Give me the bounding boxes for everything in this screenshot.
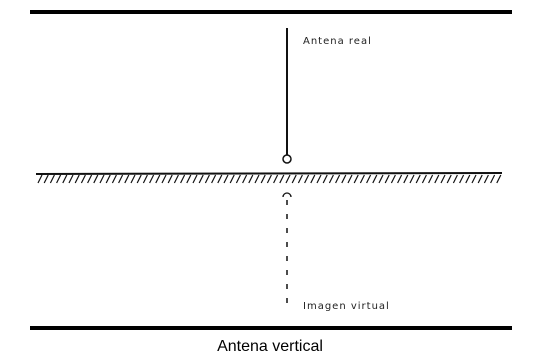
ground-hatch-mark	[223, 174, 229, 184]
virtual-image-label: Imagen virtual	[303, 301, 390, 312]
ground-hatch-mark	[322, 174, 328, 184]
ground-hatch-mark	[235, 174, 241, 184]
ground-hatch-mark	[37, 174, 43, 184]
real-antenna-label: Antena real	[303, 36, 372, 47]
ground-hatch-mark	[304, 174, 310, 184]
ground-hatch-mark	[62, 174, 68, 184]
ground-hatch-mark	[496, 174, 502, 184]
antenna-feed-point	[282, 154, 292, 164]
ground-hatch-mark	[248, 174, 254, 184]
ground-hatch-mark	[353, 174, 359, 184]
ground-hatch-mark	[118, 174, 124, 184]
ground-hatch-mark	[43, 174, 49, 184]
ground-hatch-mark	[229, 174, 235, 184]
ground-hatch-mark	[80, 174, 86, 184]
ground-hatch-mark	[297, 174, 303, 184]
ground-hatch-mark	[347, 174, 353, 184]
ground-hatch-mark	[372, 174, 378, 184]
ground-hatch-mark	[403, 174, 409, 184]
ground-hatch-mark	[211, 174, 217, 184]
ground-hatch-mark	[316, 174, 322, 184]
ground-hatch-mark	[273, 174, 279, 184]
ground-hatch-mark	[446, 174, 452, 184]
ground-hatch-mark	[186, 174, 192, 184]
ground-hatch-mark	[142, 174, 148, 184]
ground-hatch-mark	[335, 174, 341, 184]
ground-hatch-mark	[161, 174, 167, 184]
ground-hatch-mark	[105, 174, 111, 184]
ground-hatch-mark	[260, 174, 266, 184]
ground-hatch-mark	[477, 174, 483, 184]
ground-hatch-mark	[409, 174, 415, 184]
ground-hatch-mark	[167, 174, 173, 184]
ground-hatch-mark	[279, 174, 285, 184]
ground-hatch-mark	[266, 174, 272, 184]
ground-hatch-mark	[87, 174, 93, 184]
ground-hatch-mark	[198, 174, 204, 184]
ground-hatch-mark	[378, 174, 384, 184]
ground-hatch-mark	[440, 174, 446, 184]
ground-hatch-mark	[359, 174, 365, 184]
ground-hatch-mark	[452, 174, 458, 184]
ground-hatch-mark	[74, 174, 80, 184]
ground-hatch-mark	[99, 174, 105, 184]
ground-hatch-mark	[434, 174, 440, 184]
ground-hatch-mark	[341, 174, 347, 184]
virtual-image-feed	[282, 192, 292, 198]
ground-hatch-mark	[192, 174, 198, 184]
ground-hatch-mark	[111, 174, 117, 184]
ground-hatch-mark	[421, 174, 427, 184]
ground-hatch-mark	[124, 174, 130, 184]
ground-hatch-mark	[328, 174, 334, 184]
ground-hatch-mark	[130, 174, 136, 184]
ground-hatch-mark	[155, 174, 161, 184]
ground-hatch-mark	[415, 174, 421, 184]
figure-caption: Antena vertical	[217, 338, 323, 355]
ground-hatch-mark	[490, 174, 496, 184]
ground-hatch-mark	[483, 174, 489, 184]
ground-hatch-mark	[93, 174, 99, 184]
ground-hatch-mark	[397, 174, 403, 184]
ground-hatch-mark	[204, 174, 210, 184]
ground-hatch-mark	[149, 174, 155, 184]
ground-line	[35, 172, 503, 175]
ground-hatching	[37, 174, 502, 184]
ground-hatch-mark	[254, 174, 260, 184]
ground-hatch-mark	[390, 174, 396, 184]
ground-hatch-mark	[56, 174, 62, 184]
ground-hatch-mark	[180, 174, 186, 184]
ground-hatch-mark	[217, 174, 223, 184]
ground-hatch-mark	[384, 174, 390, 184]
ground-hatch-mark	[291, 174, 297, 184]
ground-hatch-mark	[136, 174, 142, 184]
ground-hatch-mark	[465, 174, 471, 184]
ground-hatch-mark	[242, 174, 248, 184]
ground-hatch-mark	[310, 174, 316, 184]
ground-hatch-mark	[49, 174, 55, 184]
ground-hatch-mark	[471, 174, 477, 184]
ground-hatch-mark	[173, 174, 179, 184]
ground-hatch-mark	[285, 174, 291, 184]
bottom-rule	[30, 326, 512, 330]
top-rule	[30, 10, 512, 14]
ground-hatch-mark	[366, 174, 372, 184]
ground-hatch-mark	[459, 174, 465, 184]
ground-hatch-mark	[68, 174, 74, 184]
ground-hatch-mark	[428, 174, 434, 184]
